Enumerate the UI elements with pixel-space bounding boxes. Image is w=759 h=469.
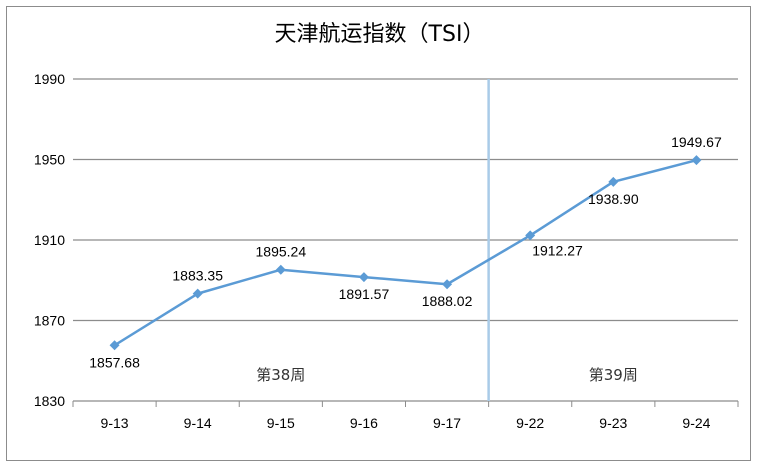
data-label: 1949.67 (671, 134, 722, 150)
x-tick-label: 9-14 (184, 415, 212, 431)
y-tick-label: 1910 (34, 232, 65, 248)
data-label: 1857.68 (89, 354, 140, 370)
y-tick-label: 1950 (34, 152, 65, 168)
x-tick-label: 9-22 (516, 415, 544, 431)
data-label: 1883.35 (172, 268, 223, 284)
data-label: 1912.27 (532, 242, 583, 258)
data-label: 1895.24 (256, 244, 307, 260)
data-point (608, 176, 619, 187)
data-point (442, 279, 453, 290)
x-tick-label: 9-15 (267, 415, 295, 431)
x-tick-label: 9-23 (599, 415, 627, 431)
week-annotation: 第38周 (256, 366, 305, 384)
chart-title: 天津航运指数（TSI） (274, 22, 485, 47)
data-label: 1888.02 (422, 293, 473, 309)
chart-frame (6, 6, 751, 461)
data-label: 1938.90 (588, 191, 639, 207)
data-point (691, 155, 702, 166)
x-tick-label: 9-17 (433, 415, 461, 431)
y-tick-label: 1830 (34, 393, 65, 409)
series-line (113, 158, 697, 347)
data-label: 1891.57 (339, 286, 390, 302)
y-tick-label: 1870 (34, 313, 65, 329)
x-tick-label: 9-13 (101, 415, 129, 431)
y-tick-label: 1990 (34, 71, 65, 87)
data-point (275, 264, 286, 275)
data-point (525, 230, 536, 241)
x-tick-label: 9-24 (682, 415, 710, 431)
data-point (192, 288, 203, 299)
week-annotation: 第39周 (589, 366, 638, 384)
x-tick-label: 9-16 (350, 415, 378, 431)
data-point (109, 340, 120, 351)
data-point (358, 272, 369, 283)
